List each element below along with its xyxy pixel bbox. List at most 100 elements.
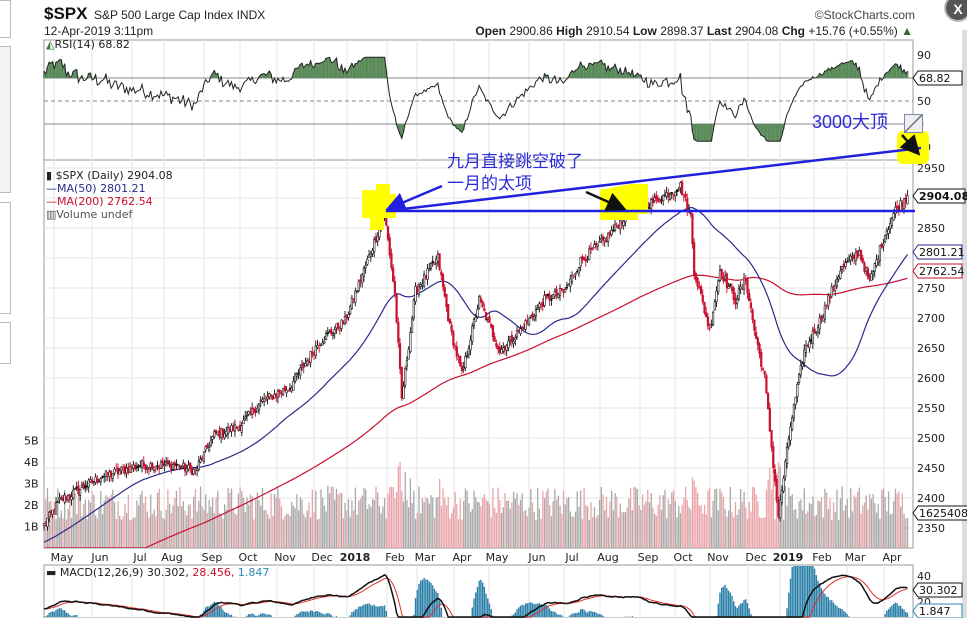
annotation-text-line1: 九月直接跳空破了 bbox=[447, 152, 583, 171]
volume-bar bbox=[700, 505, 702, 548]
candle bbox=[696, 276, 699, 291]
volume-bar bbox=[547, 488, 549, 548]
candle bbox=[113, 466, 116, 476]
price-tick-label: 2550 bbox=[917, 402, 945, 415]
macd-hist-bar bbox=[536, 603, 539, 617]
candle-body bbox=[490, 323, 493, 328]
volume-bar bbox=[636, 489, 639, 548]
candle bbox=[847, 254, 851, 263]
macd-hist-bar bbox=[808, 566, 811, 617]
macd-hist-bar bbox=[530, 602, 532, 617]
volume-bar bbox=[112, 489, 114, 548]
candle-body bbox=[595, 242, 598, 245]
candle bbox=[242, 415, 245, 425]
volume-bar bbox=[365, 489, 367, 548]
volume-bar bbox=[234, 513, 236, 548]
candle-body bbox=[610, 230, 613, 235]
macd-hist-bar bbox=[385, 610, 387, 617]
volume-bar bbox=[444, 498, 446, 548]
candle bbox=[386, 225, 390, 242]
candle-body bbox=[264, 399, 267, 401]
volume-bar bbox=[251, 496, 253, 548]
volume-bar bbox=[344, 502, 346, 548]
candle-body bbox=[158, 467, 161, 469]
macd-hist-bar bbox=[351, 612, 353, 617]
volume-bar bbox=[325, 511, 327, 548]
volume-bar bbox=[96, 518, 99, 548]
macd-hist-bar bbox=[739, 603, 742, 617]
volume-bar bbox=[439, 479, 441, 548]
macd-hist-bar bbox=[554, 611, 556, 617]
volume-bar bbox=[217, 490, 219, 548]
volume-bar bbox=[239, 487, 241, 548]
x-tick-label: Sep bbox=[638, 551, 659, 564]
volume-bar bbox=[820, 497, 823, 548]
candle bbox=[746, 277, 749, 299]
macd-hist-bar bbox=[296, 614, 298, 617]
macd-value-tag: 30.302 bbox=[912, 582, 963, 598]
macd-hist-bar bbox=[299, 612, 301, 617]
candle bbox=[223, 428, 226, 440]
macd-hist-bar bbox=[583, 609, 585, 617]
candle-body bbox=[445, 294, 448, 308]
volume-bar bbox=[827, 509, 830, 548]
volume-bar bbox=[110, 494, 112, 548]
candle-body bbox=[140, 460, 144, 468]
candle-body bbox=[261, 399, 264, 402]
volume-bar bbox=[383, 498, 386, 548]
volume-bar bbox=[676, 517, 678, 548]
price-tick-label: 2950 bbox=[917, 162, 945, 175]
volume-bar bbox=[731, 512, 733, 548]
high-value: 2910.54 bbox=[586, 24, 630, 38]
volume-bar bbox=[380, 513, 382, 548]
candle bbox=[438, 253, 441, 271]
rsi-tick-label: 90 bbox=[917, 49, 931, 62]
volume-bar bbox=[752, 487, 754, 548]
candle-body bbox=[44, 523, 47, 526]
volume-bar bbox=[674, 501, 676, 548]
close-button[interactable]: X bbox=[944, 0, 967, 22]
candle bbox=[906, 189, 909, 205]
candle-body bbox=[582, 256, 586, 260]
volume-bar bbox=[801, 510, 804, 548]
x-tick-label: Nov bbox=[274, 551, 296, 564]
volume-bar bbox=[82, 503, 85, 548]
candle-body bbox=[761, 368, 765, 370]
volume-bar bbox=[621, 512, 623, 548]
macd-hist-bar bbox=[719, 592, 721, 617]
volume-bar bbox=[690, 509, 692, 548]
volume-bar bbox=[394, 498, 396, 548]
volume-tick-label: 1B bbox=[24, 521, 39, 534]
candle bbox=[99, 477, 102, 486]
candle bbox=[801, 361, 804, 370]
candle-body bbox=[849, 255, 852, 261]
macd-hist-bar bbox=[218, 606, 221, 617]
volume-bar bbox=[93, 495, 95, 548]
candle bbox=[785, 442, 789, 469]
candle-body bbox=[259, 400, 262, 402]
annotation-tool-icon[interactable] bbox=[904, 114, 923, 133]
candle bbox=[450, 321, 453, 336]
volume-bar bbox=[174, 498, 176, 548]
macd-hist-bar bbox=[726, 588, 728, 617]
annotations bbox=[362, 131, 929, 230]
candle-body bbox=[276, 391, 280, 398]
candle-body bbox=[691, 213, 694, 245]
macd-hist-bar bbox=[366, 603, 369, 617]
candle bbox=[400, 366, 403, 401]
candle bbox=[429, 262, 433, 271]
candle-body bbox=[87, 479, 90, 488]
volume-bar bbox=[808, 502, 811, 548]
candle-body bbox=[555, 288, 558, 296]
candle-body bbox=[904, 197, 907, 203]
volume-bar bbox=[158, 488, 160, 548]
volume-bar bbox=[703, 504, 706, 548]
candle-body bbox=[251, 408, 254, 416]
candle-body bbox=[324, 333, 328, 340]
volume-bar bbox=[186, 515, 188, 548]
volume-bar bbox=[507, 500, 510, 548]
candle-body bbox=[502, 347, 505, 352]
volume-bar bbox=[612, 510, 615, 548]
candle bbox=[827, 293, 830, 310]
macd-hist-bar bbox=[430, 582, 432, 617]
